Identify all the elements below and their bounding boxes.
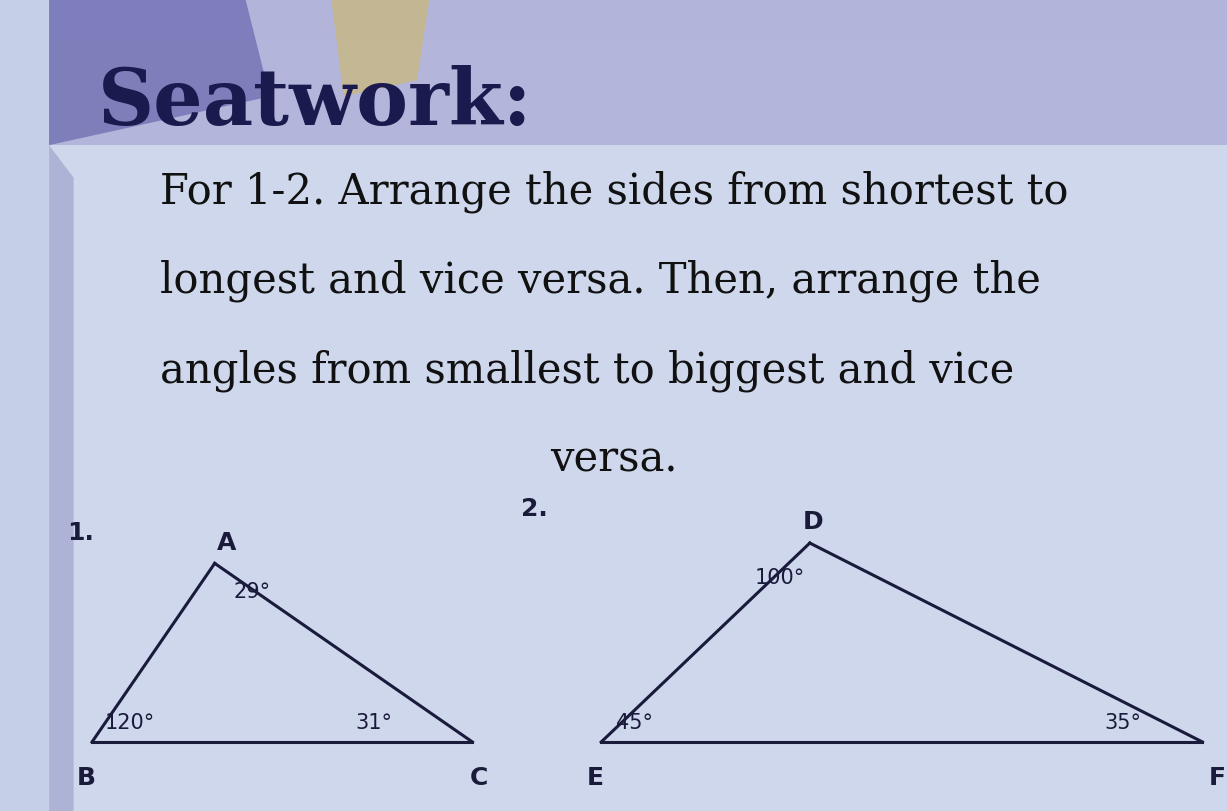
Text: 120°: 120° [104, 712, 155, 732]
Polygon shape [49, 0, 270, 146]
Text: 45°: 45° [616, 712, 653, 732]
Text: longest and vice versa. Then, arrange the: longest and vice versa. Then, arrange th… [160, 260, 1040, 302]
Text: D: D [804, 509, 823, 534]
Text: Seatwork:: Seatwork: [98, 65, 533, 141]
Text: 100°: 100° [755, 568, 805, 588]
Polygon shape [49, 0, 1227, 146]
Text: E: E [587, 765, 604, 789]
Polygon shape [49, 146, 74, 811]
Text: 1.: 1. [67, 521, 94, 544]
Text: 35°: 35° [1104, 712, 1141, 732]
Polygon shape [331, 0, 429, 97]
Text: 2.: 2. [521, 496, 548, 520]
Text: For 1-2. Arrange the sides from shortest to: For 1-2. Arrange the sides from shortest… [160, 170, 1067, 212]
Text: F: F [1209, 765, 1226, 789]
Text: C: C [470, 765, 487, 789]
Text: 31°: 31° [356, 712, 393, 732]
Text: A: A [217, 530, 237, 554]
Text: 29°: 29° [233, 581, 270, 602]
Text: versa.: versa. [550, 438, 677, 480]
Polygon shape [49, 41, 1227, 811]
Text: angles from smallest to biggest and vice: angles from smallest to biggest and vice [160, 349, 1014, 391]
Text: B: B [76, 765, 96, 789]
